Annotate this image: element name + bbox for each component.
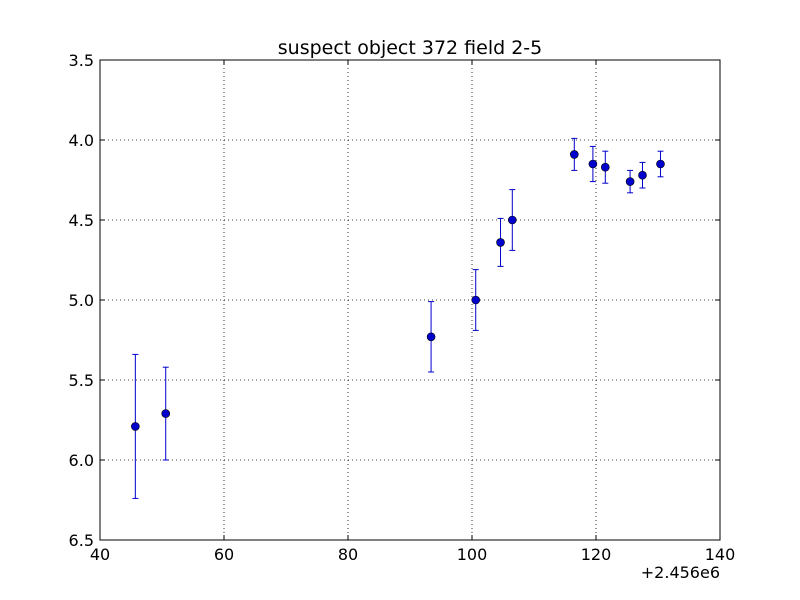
y-tick-label: 3.5 bbox=[69, 51, 94, 70]
x-tick-label: 140 bbox=[705, 545, 736, 564]
y-tick-label: 4.0 bbox=[69, 131, 94, 150]
y-tick-label: 6.0 bbox=[69, 451, 94, 470]
y-tick-label: 4.5 bbox=[69, 211, 94, 230]
data-point bbox=[569, 150, 579, 159]
data-point bbox=[507, 215, 517, 225]
data-point bbox=[638, 170, 647, 180]
data-point bbox=[131, 422, 140, 431]
x-tick-label: 80 bbox=[338, 545, 358, 564]
x-tick-label: 40 bbox=[90, 545, 110, 564]
data-point bbox=[656, 159, 665, 169]
y-tick-label: 5.5 bbox=[69, 371, 94, 390]
data-point bbox=[625, 177, 635, 186]
chart-title: suspect object 372 field 2-5 bbox=[278, 37, 543, 59]
x-tick-label: 120 bbox=[581, 545, 612, 564]
data-point bbox=[588, 159, 598, 169]
tick-labels: 40 60 80 100 120 140 3.5 4.0 4.5 5.0 5.5 6.0 6.5 bbox=[69, 51, 736, 564]
data-points bbox=[131, 150, 665, 431]
data-point bbox=[161, 409, 171, 418]
axis-ticks bbox=[99, 59, 721, 541]
data-point bbox=[496, 238, 505, 247]
x-offset-label: +2.456e6 bbox=[641, 563, 720, 582]
x-tick-label: 100 bbox=[457, 545, 488, 564]
data-point bbox=[471, 295, 481, 305]
y-tick-label: 5.0 bbox=[69, 291, 94, 310]
y-tick-label: 6.5 bbox=[69, 531, 94, 550]
x-tick-label: 60 bbox=[214, 545, 234, 564]
data-point bbox=[600, 162, 610, 172]
data-point bbox=[426, 332, 436, 342]
